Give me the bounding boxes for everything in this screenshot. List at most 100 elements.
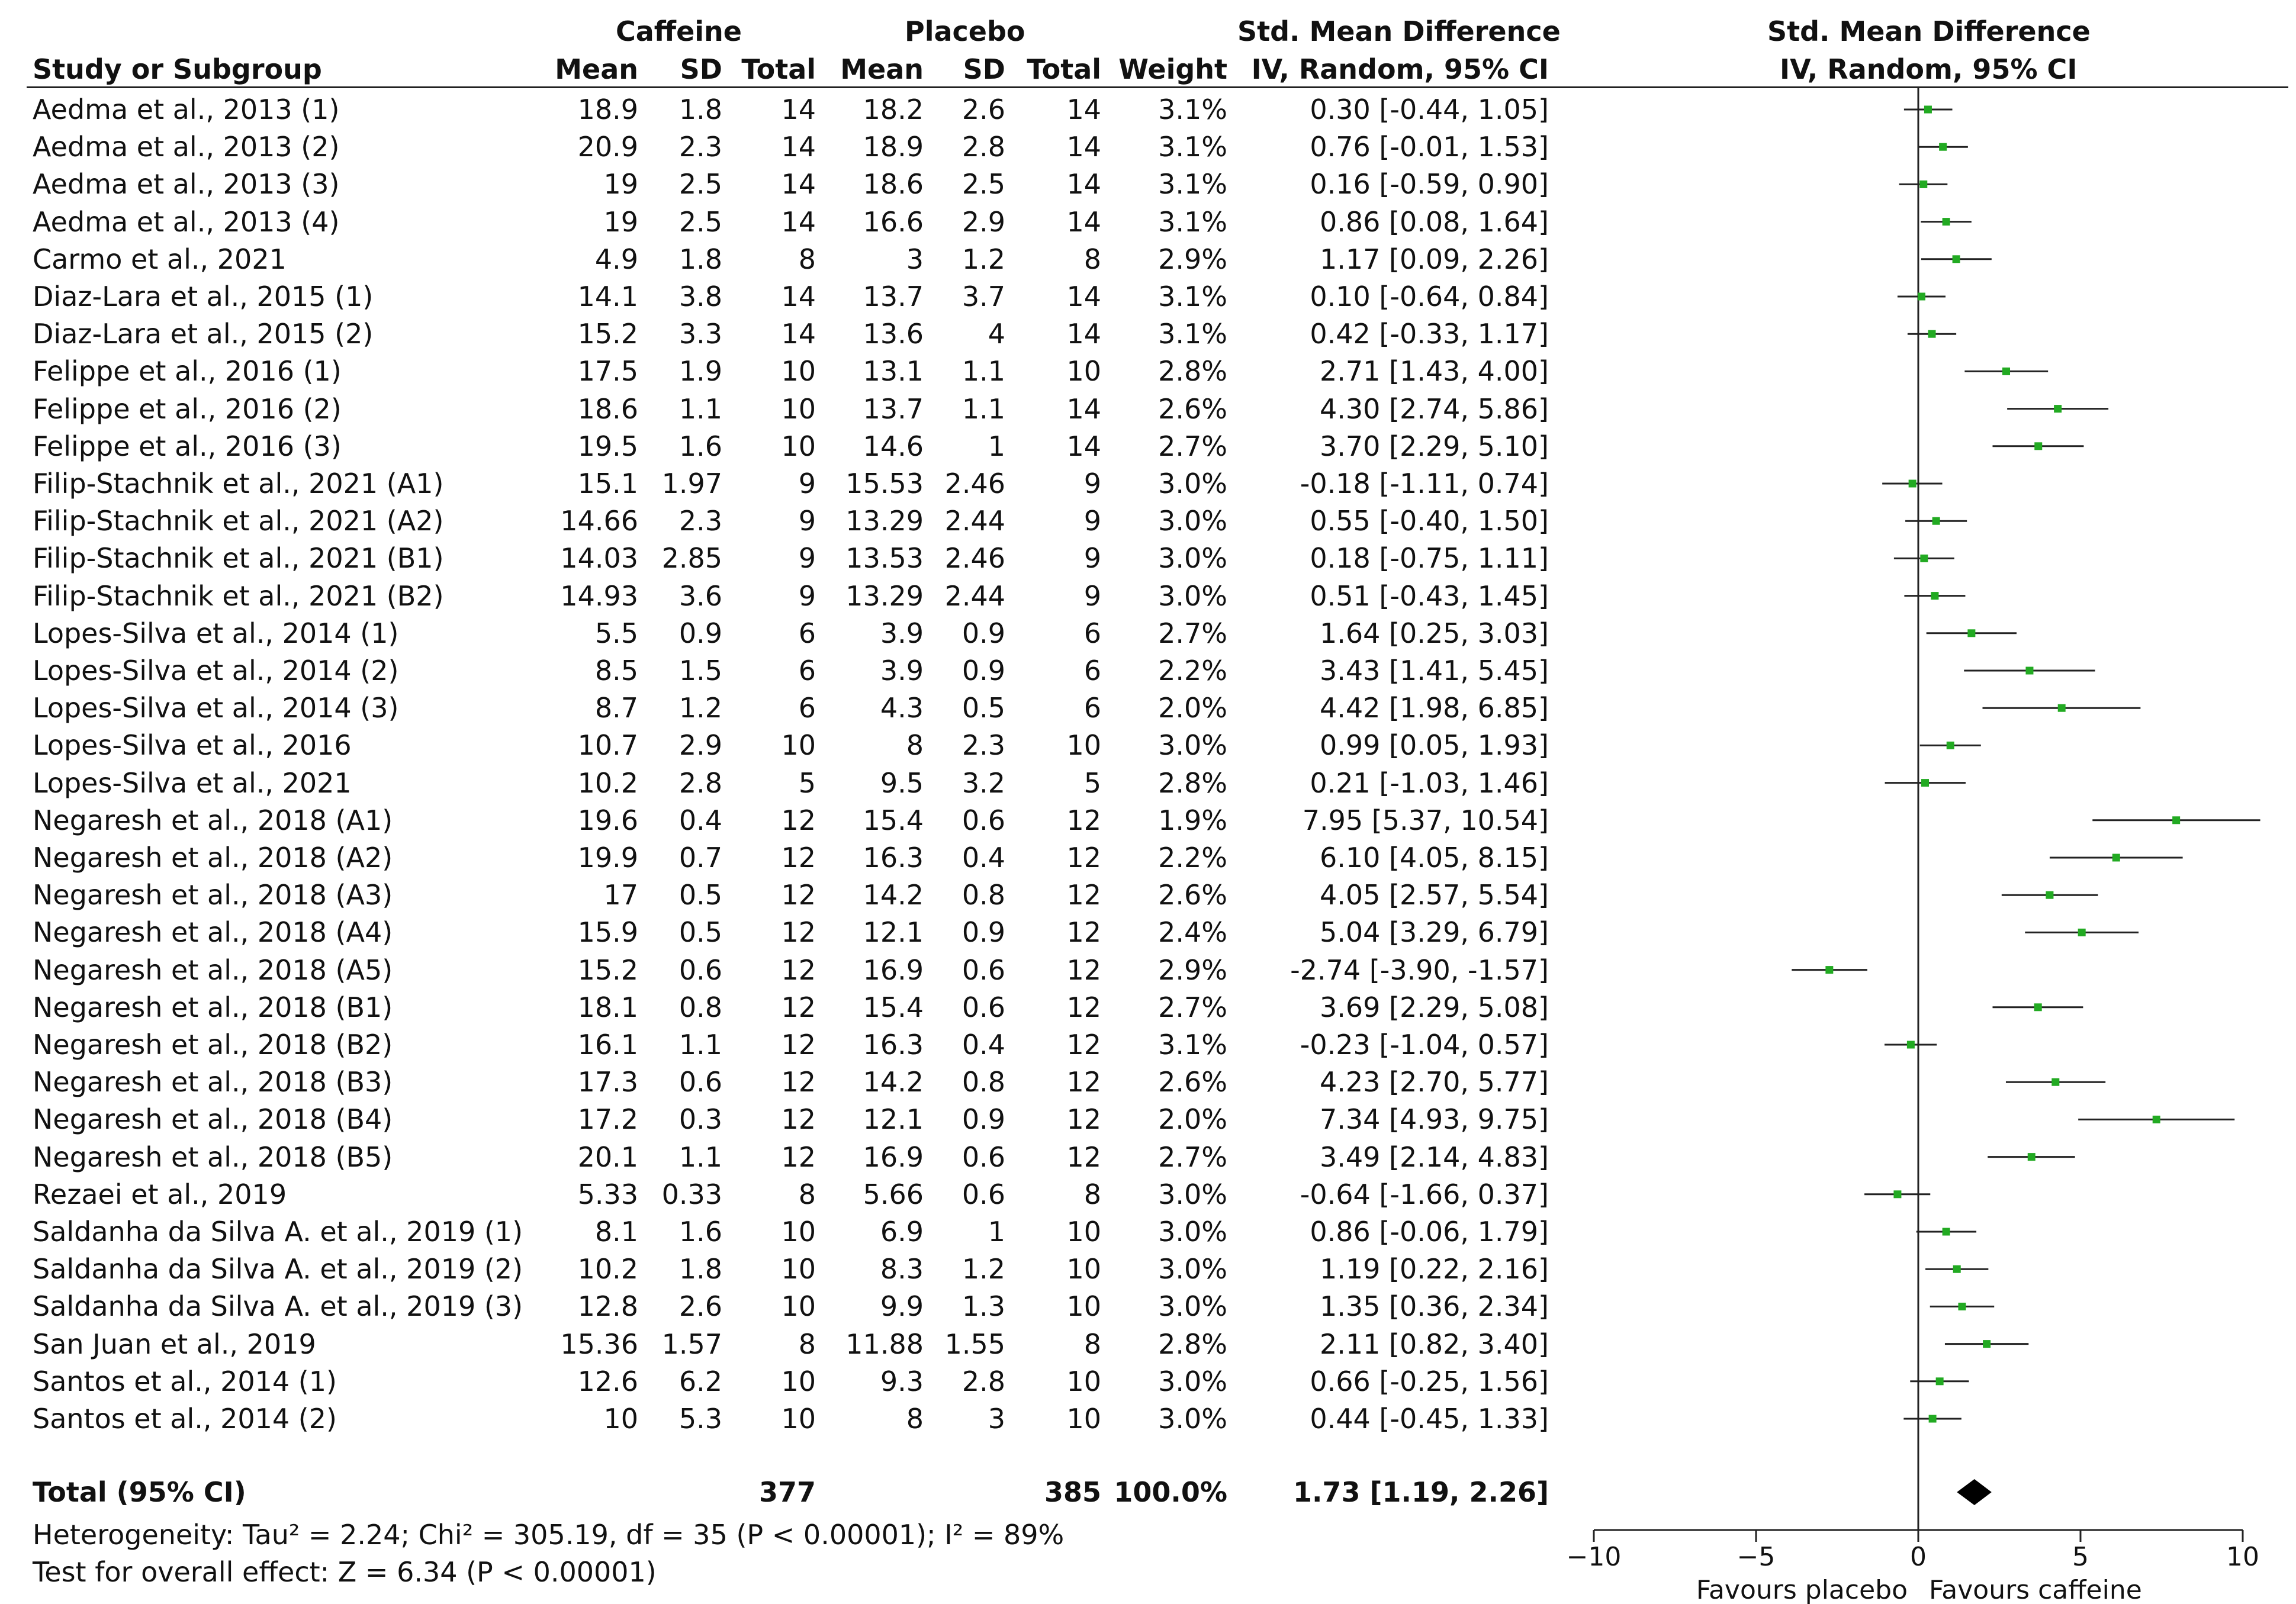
caffeine-total: 10 [781, 729, 816, 761]
effect-marker [2152, 1115, 2160, 1123]
placebo-sd: 3.7 [962, 281, 1005, 313]
effect-marker [2057, 704, 2066, 712]
caffeine-mean: 18.6 [577, 393, 638, 425]
caffeine-total: 10 [781, 393, 816, 425]
weight-value: 3.0% [1158, 468, 1227, 500]
x-tick-label: 10 [2226, 1542, 2259, 1572]
placebo-mean: 15.4 [863, 804, 924, 836]
placebo-total: 9 [1083, 542, 1101, 574]
total-label: Total (95% CI) [33, 1476, 246, 1508]
placebo-sd: 0.9 [962, 655, 1005, 687]
effect-marker [1953, 1265, 1961, 1273]
weight-value: 2.7% [1158, 1141, 1227, 1173]
study-name: Felippe et al., 2016 (1) [33, 355, 342, 387]
placebo-mean: 9.5 [880, 767, 924, 799]
caffeine-sd: 1.6 [678, 430, 722, 462]
effect-marker [1946, 741, 1954, 749]
effect-marker [1931, 592, 1939, 600]
weight-value: 2.8% [1158, 767, 1227, 799]
study-name: Negaresh et al., 2018 (A5) [33, 954, 393, 986]
weight-value: 3.1% [1158, 318, 1227, 350]
caffeine-total: 12 [781, 954, 816, 986]
weight-value: 3.1% [1158, 1029, 1227, 1061]
placebo-mean: 16.9 [863, 1141, 924, 1173]
effect-marker [1952, 255, 1960, 263]
caffeine-mean: 8.1 [594, 1216, 638, 1248]
study-name: Negaresh et al., 2018 (A3) [33, 879, 393, 911]
weight-value: 2.6% [1158, 1066, 1227, 1098]
placebo-mean: 9.3 [880, 1365, 924, 1397]
smd-ci-value: -0.23 [-1.04, 0.57] [1300, 1029, 1549, 1061]
smd-ci-value: -2.74 [-3.90, -1.57] [1290, 954, 1549, 986]
caffeine-sd: 6.2 [678, 1365, 722, 1397]
caffeine-mean: 4.9 [594, 243, 638, 275]
effect-marker [1906, 1041, 1915, 1049]
weight-value: 2.6% [1158, 393, 1227, 425]
caffeine-total: 9 [798, 505, 816, 537]
caffeine-mean: 8.7 [594, 692, 638, 724]
effect-marker [1924, 105, 1932, 114]
effect-marker [2051, 1078, 2060, 1086]
study-name: Filip-Stachnik et al., 2021 (A1) [33, 468, 444, 500]
weight-value: 3.1% [1158, 131, 1227, 163]
placebo-total: 9 [1083, 580, 1101, 612]
placebo-mean: 14.2 [863, 1066, 924, 1098]
placebo-mean: 9.9 [880, 1290, 924, 1322]
effect-marker [1893, 1190, 1902, 1199]
smd-ci-value: 3.70 [2.29, 5.10] [1319, 430, 1549, 462]
weight-value: 3.1% [1158, 168, 1227, 200]
caffeine-sd: 0.33 [661, 1178, 722, 1210]
placebo-mean: 13.53 [845, 542, 924, 574]
study-name: Negaresh et al., 2018 (B4) [33, 1103, 393, 1135]
placebo-total: 12 [1066, 1029, 1101, 1061]
placebo-mean: 8.3 [880, 1253, 924, 1285]
weight-value: 3.0% [1158, 580, 1227, 612]
overall-diamond [1957, 1479, 1992, 1505]
study-name: Filip-Stachnik et al., 2021 (B2) [33, 580, 444, 612]
caffeine-total: 12 [781, 1103, 816, 1135]
placebo-sd: 1 [988, 430, 1005, 462]
placebo-total: 12 [1066, 991, 1101, 1023]
placebo-mean: 15.53 [845, 468, 924, 500]
caffeine-sd: 2.9 [678, 729, 722, 761]
caffeine-total: 5 [798, 767, 816, 799]
study-name: Lopes-Silva et al., 2014 (1) [33, 617, 399, 649]
placebo-total: 5 [1083, 767, 1101, 799]
placebo-sd: 0.8 [962, 879, 1005, 911]
caffeine-mean: 10.2 [577, 767, 638, 799]
placebo-mean: 16.3 [863, 1029, 924, 1061]
weight-value: 3.0% [1158, 1178, 1227, 1210]
placebo-sd: 2.8 [962, 131, 1005, 163]
caffeine-mean: 10 [603, 1403, 638, 1435]
caffeine-mean: 17.2 [577, 1103, 638, 1135]
study-name: Negaresh et al., 2018 (A4) [33, 916, 393, 948]
placebo-sd: 2.46 [944, 468, 1005, 500]
total-ci: 1.73 [1.19, 2.26] [1292, 1476, 1549, 1508]
study-name: Lopes-Silva et al., 2016 [33, 729, 352, 761]
caffeine-total: 10 [781, 1403, 816, 1435]
caffeine-total-header: Total [741, 53, 816, 85]
placebo-mean: 11.88 [845, 1328, 924, 1360]
placebo-total: 14 [1066, 281, 1101, 313]
study-name: Felippe et al., 2016 (3) [33, 430, 342, 462]
smd-ci-value: -0.18 [-1.11, 0.74] [1300, 468, 1549, 500]
placebo-sd: 2.9 [962, 206, 1005, 238]
study-name: Aedma et al., 2013 (1) [33, 94, 340, 125]
placebo-sd: 0.6 [962, 954, 1005, 986]
caffeine-mean: 12.6 [577, 1365, 638, 1397]
placebo-sd: 0.9 [962, 916, 1005, 948]
caffeine-mean: 19 [603, 206, 638, 238]
placebo-sd: 2.8 [962, 1365, 1005, 1397]
caffeine-sd: 3.6 [678, 580, 722, 612]
placebo-mean: 8 [906, 1403, 924, 1435]
placebo-sd: 0.6 [962, 1141, 1005, 1173]
placebo-total: 12 [1066, 1141, 1101, 1173]
effect-marker [2034, 442, 2043, 450]
effect-marker [2027, 1153, 2035, 1161]
effect-marker [1917, 292, 1925, 301]
effect-marker [1921, 779, 1930, 787]
placebo-total: 6 [1083, 692, 1101, 724]
placebo-sd: 2.44 [944, 580, 1005, 612]
effect-marker [2112, 853, 2120, 862]
smd-ci-value: 5.04 [3.29, 6.79] [1319, 916, 1549, 948]
